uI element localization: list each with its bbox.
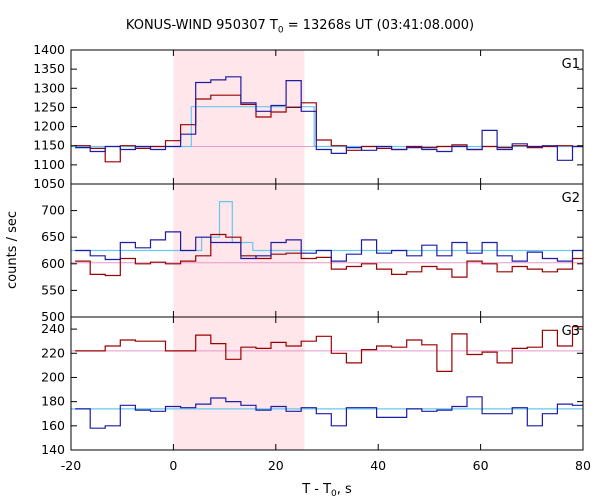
g3-ytick-label: 140 [41,442,65,457]
g3-ytick-label: 220 [41,345,65,360]
g2-series-blue [75,231,583,262]
g1-ytick-label: 1050 [33,176,65,191]
x-axis-label: T - T0, s [301,482,352,499]
g1-ytick-label: 1400 [33,42,65,57]
g2-ytick-label: 550 [41,282,65,297]
xtick-label: 20 [268,458,284,473]
xtick-label: 80 [575,458,591,473]
g3-panel-label: G3 [562,324,580,339]
g2-panel-label: G2 [562,191,580,206]
xtick-label: -20 [61,458,81,473]
g1-ytick-label: 1150 [33,138,65,153]
g1-ytick-label: 1350 [33,61,65,76]
g2-step-model [71,201,583,252]
g1-series-blue [75,76,583,161]
xtick-label: 40 [370,458,386,473]
g2-series-red [75,233,583,278]
g3-ytick-label: 180 [41,394,65,409]
g2-ytick-label: 700 [41,203,65,218]
g1-ytick-label: 1200 [33,119,65,134]
g3-frame [70,316,584,451]
chart-title: KONUS-WIND 950307 T0 = 13268s UT (03:41:… [0,18,600,36]
g2-ytick-label: 650 [41,229,65,244]
title-subscript: 0 [277,25,284,36]
xtick-label: 0 [169,458,177,473]
g3-series-blue [75,396,583,429]
g3-ytick-label: 160 [41,418,65,433]
g2-ytick-label: 500 [41,309,65,324]
g3-series-red [75,326,583,372]
g1-panel-label: G1 [562,57,580,72]
g1-ytick-label: 1300 [33,80,65,95]
g1-frame [70,49,584,185]
title-text-end: = 13268s UT (03:41:08.000) [283,18,475,33]
g2-ytick-label: 600 [41,256,65,271]
title-text: KONUS-WIND 950307 T [125,18,278,33]
g1-series-red [75,94,583,163]
xtick-label: 60 [473,458,489,473]
y-axis-label: counts / sec [5,211,20,289]
g3-ytick-label: 200 [41,369,65,384]
g1-ytick-label: 1250 [33,99,65,114]
g1-ytick-label: 1100 [33,157,65,172]
g3-ytick-label: 240 [41,321,65,336]
